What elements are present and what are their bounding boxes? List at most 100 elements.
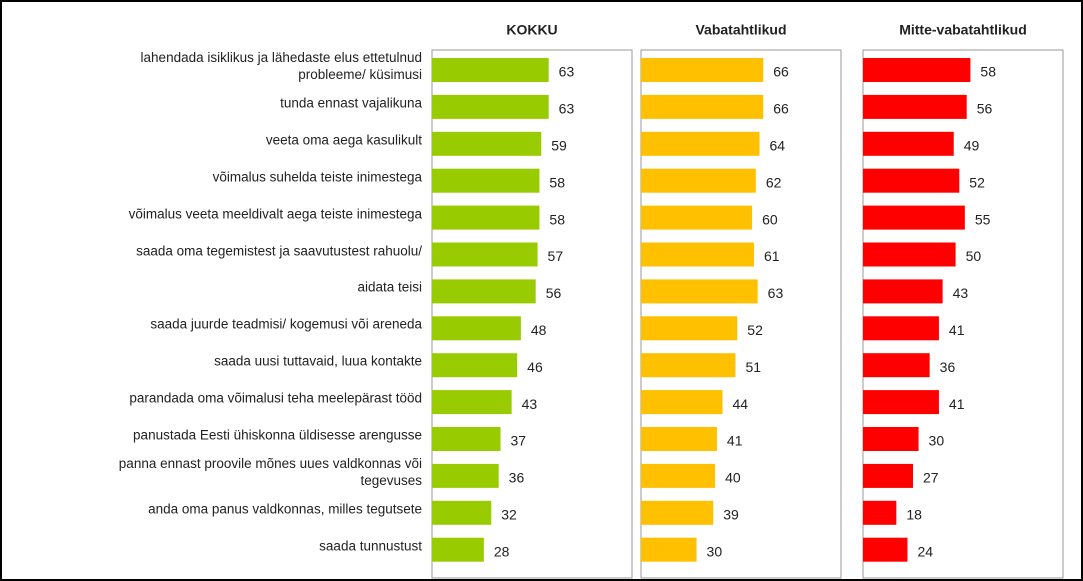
value-label: 50 — [966, 248, 982, 264]
value-label: 48 — [531, 322, 547, 338]
bar — [641, 168, 756, 193]
bar — [432, 390, 512, 415]
bar — [432, 58, 549, 82]
bar — [432, 242, 538, 267]
bar — [863, 58, 971, 82]
value-label: 66 — [773, 101, 789, 117]
bar — [641, 58, 764, 82]
bar — [641, 353, 736, 378]
value-label: 41 — [949, 322, 965, 338]
bar — [641, 94, 764, 119]
panel-title: Mitte-vabatahtlikud — [899, 22, 1027, 38]
value-label: 44 — [732, 396, 748, 412]
value-label: 63 — [768, 285, 784, 301]
value-label: 49 — [964, 138, 980, 154]
bar — [863, 427, 919, 451]
value-label: 58 — [549, 211, 565, 227]
value-label: 51 — [745, 359, 761, 375]
value-label: 18 — [906, 507, 922, 523]
value-label: 27 — [923, 470, 939, 486]
bar — [432, 168, 540, 193]
value-label: 43 — [953, 285, 969, 301]
bar — [863, 279, 943, 304]
bar — [432, 463, 499, 488]
panel-title: KOKKU — [506, 22, 557, 38]
category-label: saada oma tegemistest ja saavutustest ra… — [136, 243, 422, 258]
value-label: 52 — [747, 322, 763, 338]
value-label: 41 — [727, 433, 743, 449]
category-label: saada juurde teadmisi/ kogemusi või aren… — [150, 316, 422, 332]
value-label: 36 — [940, 359, 956, 375]
panel-title: Vabatahtlikud — [695, 22, 786, 38]
bar — [641, 316, 738, 341]
bar — [863, 390, 939, 415]
bar — [432, 205, 540, 230]
bar — [863, 463, 913, 488]
value-label: 57 — [548, 248, 564, 264]
category-label: võimalus veeta meeldivalt aega teiste in… — [128, 206, 422, 222]
value-label: 58 — [980, 64, 996, 80]
value-label: 28 — [494, 543, 510, 559]
bar — [863, 316, 939, 341]
bar — [641, 463, 716, 488]
category-label: lahendada isiklikus ja lähedaste elus et… — [140, 50, 422, 82]
value-label: 41 — [949, 396, 965, 412]
panel — [431, 49, 633, 579]
value-label: 46 — [527, 359, 543, 375]
category-label: parandada oma võimalusi teha meelepärast… — [129, 390, 422, 406]
value-label: 37 — [511, 433, 527, 449]
value-label: 56 — [977, 101, 993, 117]
value-label: 63 — [559, 101, 575, 117]
value-label: 63 — [559, 64, 575, 80]
bar — [641, 279, 758, 304]
value-label: 39 — [723, 507, 739, 523]
category-label: saada uusi tuttavaid, luua kontakte — [214, 353, 422, 369]
category-label: anda oma panus valdkonnas, milles teguts… — [148, 501, 422, 517]
bar — [432, 353, 518, 378]
value-label: 30 — [929, 433, 945, 449]
value-label: 58 — [549, 174, 565, 190]
value-label: 59 — [551, 138, 567, 154]
bar — [432, 94, 549, 119]
value-label: 61 — [764, 248, 780, 264]
bar — [432, 537, 484, 562]
bar — [863, 242, 956, 267]
bar — [863, 94, 967, 119]
bar — [432, 427, 501, 451]
value-label: 24 — [917, 543, 933, 559]
bar — [432, 279, 536, 304]
value-label: 43 — [522, 396, 538, 412]
bar — [432, 131, 542, 156]
bar — [863, 205, 965, 230]
bar — [641, 242, 754, 267]
bar — [641, 500, 714, 525]
bar — [641, 390, 723, 415]
bar — [863, 500, 897, 525]
bar — [432, 500, 492, 525]
value-label: 30 — [707, 543, 723, 559]
category-label: veeta oma aega kasulikult — [265, 132, 422, 148]
value-label: 52 — [969, 174, 985, 190]
bar — [863, 353, 930, 378]
value-label: 32 — [501, 507, 517, 523]
value-label: 62 — [766, 174, 782, 190]
bar — [641, 131, 760, 156]
value-label: 55 — [975, 211, 991, 227]
value-label: 66 — [773, 64, 789, 80]
category-label: panna ennast proovile mõnes uues valdkon… — [118, 455, 422, 488]
bar — [863, 537, 908, 562]
panel — [862, 49, 1064, 579]
category-label: aidata teisi — [357, 279, 422, 295]
category-label: võimalus suhelda teiste inimestega — [212, 169, 422, 185]
bar — [863, 168, 960, 193]
category-label: tunda ennast vajalikuna — [280, 95, 422, 111]
value-label: 64 — [770, 138, 786, 154]
value-label: 56 — [546, 285, 562, 301]
bar — [432, 316, 521, 341]
bar — [641, 427, 717, 451]
bar — [641, 537, 697, 562]
value-label: 36 — [509, 470, 525, 486]
bar — [863, 131, 954, 156]
